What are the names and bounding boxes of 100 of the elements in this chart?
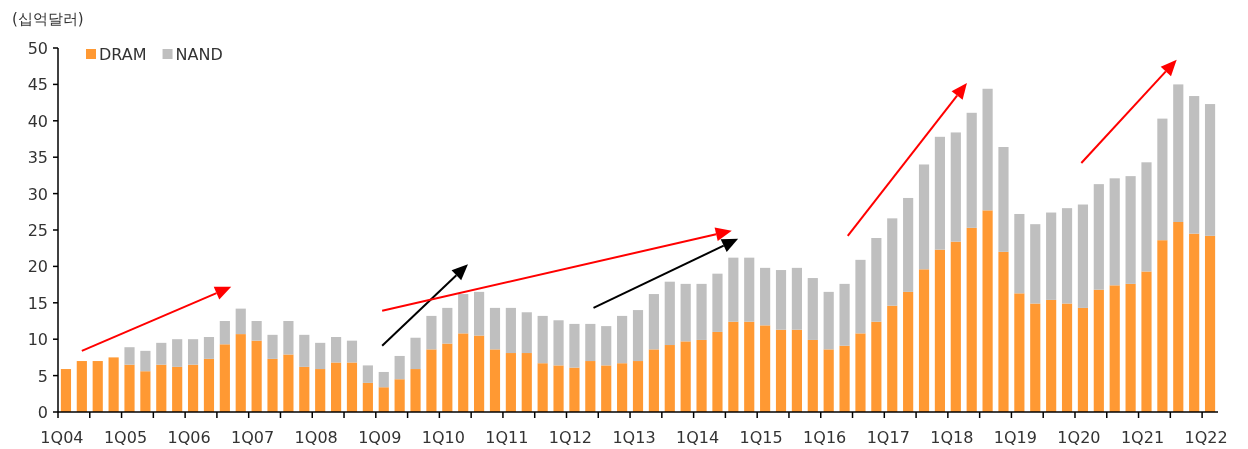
x-tick-label: 1Q20 bbox=[1057, 428, 1101, 447]
bar bbox=[489, 307, 501, 350]
x-tick-label: 1Q15 bbox=[739, 428, 783, 447]
bar bbox=[442, 307, 453, 344]
bar bbox=[140, 350, 151, 372]
bar bbox=[299, 334, 310, 367]
bar bbox=[187, 364, 199, 412]
bar bbox=[1125, 176, 1136, 284]
bar bbox=[203, 358, 215, 412]
bar bbox=[203, 337, 215, 359]
bar bbox=[648, 349, 659, 412]
bar bbox=[108, 357, 119, 412]
bar bbox=[442, 343, 453, 412]
bar bbox=[331, 362, 342, 412]
x-tick-label: 1Q07 bbox=[231, 428, 275, 447]
x-tick-label: 1Q17 bbox=[866, 428, 910, 447]
bar bbox=[760, 325, 771, 412]
bar bbox=[458, 294, 469, 334]
bar bbox=[458, 333, 469, 412]
bar bbox=[982, 210, 993, 412]
bar bbox=[744, 321, 755, 412]
bar bbox=[823, 349, 834, 412]
x-tick-label: 1Q08 bbox=[294, 428, 338, 447]
bar bbox=[489, 349, 501, 412]
x-tick-label: 1Q12 bbox=[548, 428, 593, 447]
bar bbox=[60, 369, 72, 412]
bar bbox=[235, 308, 246, 335]
bar bbox=[1204, 235, 1216, 412]
bar bbox=[871, 238, 882, 322]
bar bbox=[918, 164, 930, 270]
bar bbox=[1061, 208, 1073, 304]
bar bbox=[791, 267, 802, 330]
bar bbox=[156, 364, 167, 412]
bar bbox=[283, 354, 294, 412]
bar bbox=[680, 341, 691, 412]
bar bbox=[998, 251, 1009, 412]
bar bbox=[744, 257, 755, 322]
bar bbox=[315, 342, 326, 370]
bar bbox=[124, 347, 135, 365]
x-tick-label: 1Q09 bbox=[358, 428, 402, 447]
bar bbox=[887, 218, 898, 306]
x-tick-label: 1Q21 bbox=[1120, 428, 1165, 447]
bar bbox=[1173, 84, 1184, 222]
bar bbox=[362, 382, 373, 412]
bar bbox=[346, 362, 358, 412]
bar bbox=[903, 197, 914, 292]
bar bbox=[664, 281, 675, 346]
bar bbox=[807, 339, 818, 412]
bar bbox=[648, 294, 659, 350]
bar bbox=[124, 364, 135, 412]
bar bbox=[187, 339, 199, 365]
bar bbox=[521, 312, 532, 354]
bar bbox=[791, 329, 802, 412]
bar bbox=[315, 369, 326, 412]
bar bbox=[712, 273, 723, 332]
bar bbox=[1125, 283, 1136, 412]
x-tick-label: 1Q19 bbox=[993, 428, 1037, 447]
bar bbox=[585, 323, 596, 362]
bar bbox=[219, 321, 230, 345]
bar bbox=[1093, 184, 1104, 290]
bar bbox=[680, 283, 691, 342]
bar bbox=[728, 321, 739, 412]
bar bbox=[172, 339, 183, 367]
bar bbox=[918, 269, 930, 412]
bar bbox=[426, 349, 437, 412]
bar bbox=[92, 361, 103, 412]
y-tick-label: 5 bbox=[37, 366, 48, 386]
bar bbox=[696, 283, 707, 340]
bar bbox=[156, 342, 167, 365]
bar bbox=[966, 227, 977, 412]
bar bbox=[537, 363, 548, 412]
bar bbox=[553, 365, 564, 412]
bar bbox=[505, 353, 516, 412]
y-tick-label: 45 bbox=[27, 75, 48, 95]
x-tick-label: 1Q22 bbox=[1184, 428, 1228, 447]
bar bbox=[871, 321, 882, 412]
bar bbox=[728, 257, 739, 322]
bar bbox=[251, 340, 262, 412]
legend-label: DRAM bbox=[99, 45, 147, 64]
bar bbox=[1173, 221, 1184, 412]
x-tick-label: 1Q16 bbox=[803, 428, 847, 447]
bar bbox=[172, 366, 183, 412]
bar bbox=[505, 307, 516, 354]
y-tick-label: 10 bbox=[27, 330, 48, 350]
bar bbox=[537, 315, 548, 364]
bar bbox=[553, 320, 564, 366]
bar bbox=[331, 337, 342, 363]
bar bbox=[998, 147, 1009, 252]
y-tick-label: 15 bbox=[27, 293, 48, 313]
bar bbox=[887, 305, 898, 412]
x-tick-label: 1Q10 bbox=[421, 428, 465, 447]
bar bbox=[378, 387, 389, 412]
y-tick-label: 20 bbox=[27, 257, 48, 277]
legend-label: NAND bbox=[175, 45, 223, 64]
bar bbox=[394, 355, 405, 380]
x-tick-label: 1Q14 bbox=[675, 428, 720, 447]
y-tick-label: 40 bbox=[27, 111, 48, 131]
bar bbox=[1046, 212, 1057, 300]
bar bbox=[474, 335, 485, 412]
y-tick-label: 25 bbox=[27, 221, 48, 240]
